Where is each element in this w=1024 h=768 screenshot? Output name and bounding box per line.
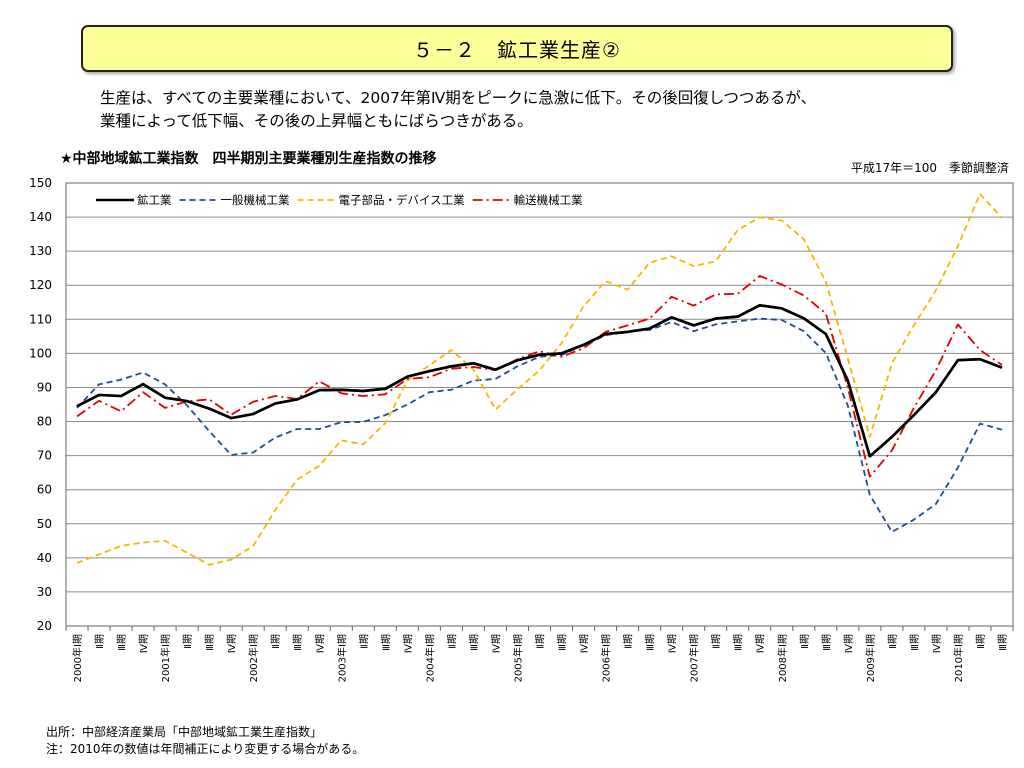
y-tick-label: 140 [29, 210, 52, 224]
legend-label: 鉱工業 [137, 193, 172, 207]
legend-label: 一般機械工業 [221, 193, 290, 207]
x-tick-label: 2006年Ⅰ期 [600, 634, 613, 682]
y-tick-label: 50 [37, 517, 52, 531]
series-line-3 [76, 192, 1003, 566]
x-tick-label: Ⅲ期 [645, 634, 657, 651]
x-tick-label: 2010年Ⅰ期 [952, 634, 965, 682]
x-tick-label: 2008年Ⅰ期 [776, 634, 789, 682]
x-tick-label: Ⅲ期 [821, 634, 833, 651]
x-tick-label: Ⅳ期 [226, 634, 238, 653]
footnotes: 出所：中部経済産業局「中部地域鉱工業生産指数」 注：2010年の数値は年間補正に… [46, 724, 364, 758]
x-tick-label: Ⅳ期 [138, 634, 150, 653]
summary-line-1: 生産は、すべての主要業種において、2007年第Ⅳ期をピークに急激に低下。その後回… [100, 89, 817, 107]
x-tick-label: 2002年Ⅰ期 [247, 634, 260, 682]
y-tick-label: 100 [29, 346, 52, 360]
x-tick-label: Ⅳ期 [402, 634, 414, 653]
x-tick-label: Ⅲ期 [204, 634, 216, 651]
x-tick-label: Ⅲ期 [733, 634, 745, 651]
x-tick-label: Ⅳ期 [314, 634, 326, 653]
legend-label: 電子部品・デバイス工業 [339, 193, 466, 207]
series-line-4 [76, 275, 1003, 478]
y-tick-label: 110 [29, 312, 52, 326]
legend-label: 輸送機械工業 [514, 193, 583, 207]
x-tick-label: Ⅲ期 [909, 634, 921, 651]
x-tick-label: 2007年Ⅰ期 [688, 634, 701, 682]
x-tick-label: Ⅳ期 [667, 634, 679, 653]
x-tick-label: Ⅲ期 [116, 634, 128, 651]
y-tick-label: 70 [37, 449, 52, 463]
x-tick-label: Ⅱ期 [182, 634, 194, 649]
chart-heading: ★中部地域鉱工業指数 四半期別主要業種別生産指数の推移 [60, 151, 437, 167]
plot-border [65, 182, 1014, 627]
x-tick-label: Ⅲ期 [997, 634, 1009, 651]
slide-title-box: ５－２ 鉱工業生産② [81, 25, 953, 72]
x-tick-label: Ⅱ期 [270, 634, 282, 649]
x-tick-label: Ⅲ期 [468, 634, 480, 651]
x-tick-label: 2009年Ⅰ期 [864, 634, 877, 682]
x-tick-label: Ⅱ期 [446, 634, 458, 649]
x-tick-label: Ⅲ期 [557, 634, 569, 651]
x-tick-label: 2003年Ⅰ期 [335, 634, 348, 682]
x-tick-label: Ⅳ期 [843, 634, 855, 653]
base-note: 平成17年＝100 季節調整済 [850, 161, 1009, 175]
y-tick-label: 120 [29, 278, 52, 292]
summary-text: 生産は、すべての主要業種において、2007年第Ⅳ期をピークに急激に低下。その後回… [100, 87, 1000, 133]
x-tick-label: Ⅱ期 [975, 634, 987, 649]
series-line-main-overlay [76, 304, 1003, 458]
y-tick-label: 80 [37, 415, 52, 429]
series-line-2 [76, 317, 1003, 533]
production-index-chart: 20 30 40 50 60 70 80 90 100 110 120 130 140 150 2000年Ⅰ… [29, 176, 1014, 682]
x-tick-label: Ⅳ期 [755, 634, 767, 653]
x-tick-label: 2001年Ⅰ期 [159, 634, 172, 682]
slide-title: ５－２ 鉱工業生産② [413, 38, 621, 62]
x-tick-label: Ⅳ期 [931, 634, 943, 653]
x-tick-label: Ⅱ期 [711, 634, 723, 649]
y-tick-label: 30 [37, 585, 52, 599]
x-tick-label: 2004年Ⅰ期 [423, 634, 436, 682]
x-tick-label: Ⅱ期 [358, 634, 370, 649]
y-tick-label: 40 [37, 551, 52, 565]
y-tick-label: 130 [29, 244, 52, 258]
x-tick-label: Ⅱ期 [799, 634, 811, 649]
y-tick-label: 90 [37, 380, 52, 394]
x-tick-label: Ⅳ期 [579, 634, 591, 653]
y-tick-label: 60 [37, 483, 52, 497]
summary-line-2: 業種によって低下幅、その後の上昇幅ともにばらつきがある。 [100, 112, 533, 130]
x-tick-label: Ⅱ期 [94, 634, 106, 649]
x-tick-label: Ⅱ期 [535, 634, 547, 649]
x-tick-label: Ⅲ期 [292, 634, 304, 651]
x-tick-label: Ⅱ期 [623, 634, 635, 649]
source-note: 出所：中部経済産業局「中部地域鉱工業生産指数」 [46, 725, 323, 739]
x-tick-label: 2000年Ⅰ期 [71, 634, 84, 682]
revision-note: 注：2010年の数値は年間補正により変更する場合がある。 [46, 742, 365, 756]
x-tick-label: 2005年Ⅰ期 [511, 634, 524, 682]
x-tick-label: Ⅱ期 [887, 634, 899, 649]
y-tick-label: 20 [37, 619, 52, 633]
x-tick-label: Ⅲ期 [380, 634, 392, 651]
x-tick-label: Ⅳ期 [490, 634, 502, 653]
y-tick-label: 150 [29, 176, 52, 190]
